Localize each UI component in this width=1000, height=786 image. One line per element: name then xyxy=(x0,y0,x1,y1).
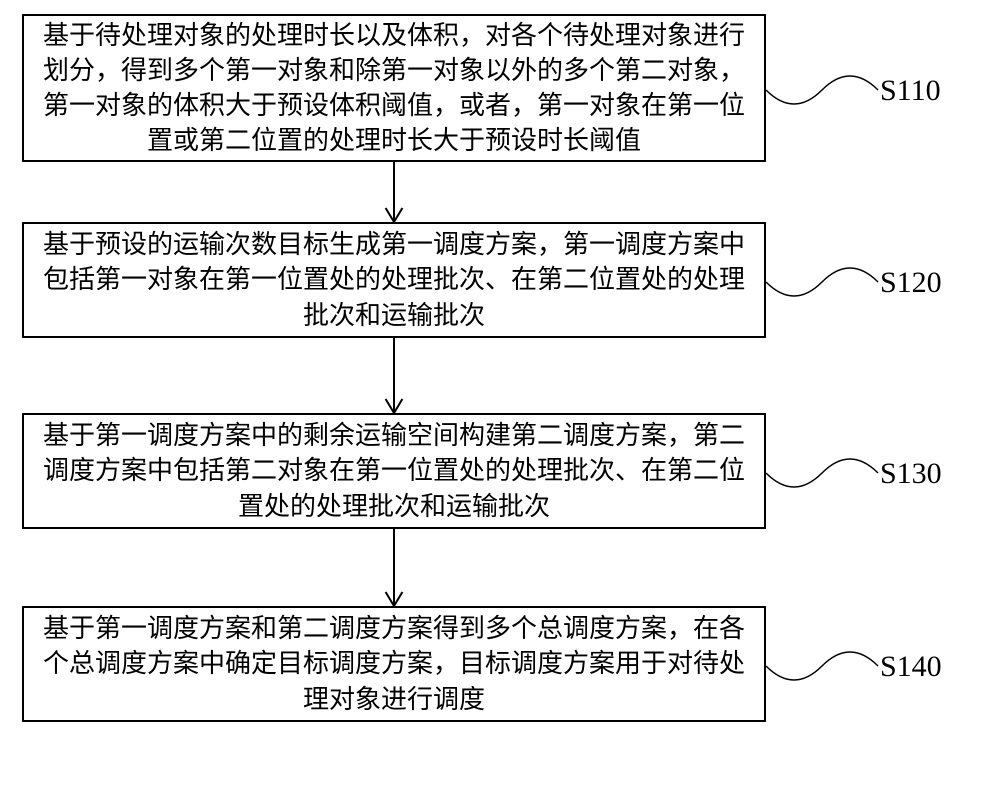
flow-step-s120-label: S120 xyxy=(880,266,942,300)
flow-step-s130: 基于第一调度方案中的剩余运输空间构建第二调度方案，第二调度方案中包括第二对象在第… xyxy=(22,413,766,529)
flow-step-s130-label: S130 xyxy=(880,457,942,491)
flow-step-s110: 基于待处理对象的处理时长以及体积，对各个待处理对象进行划分，得到多个第一对象和除… xyxy=(22,14,766,162)
flow-step-s120: 基于预设的运输次数目标生成第一调度方案，第一调度方案中包括第一对象在第一位置处的… xyxy=(22,222,766,338)
flow-step-s120-text: 基于预设的运输次数目标生成第一调度方案，第一调度方案中包括第一对象在第一位置处的… xyxy=(38,227,750,332)
flow-step-s140-text: 基于第一调度方案和第二调度方案得到多个总调度方案，在各个总调度方案中确定目标调度… xyxy=(38,611,750,716)
flow-step-s140: 基于第一调度方案和第二调度方案得到多个总调度方案，在各个总调度方案中确定目标调度… xyxy=(22,606,766,722)
flow-step-s110-label: S110 xyxy=(880,74,941,108)
flow-step-s110-text: 基于待处理对象的处理时长以及体积，对各个待处理对象进行划分，得到多个第一对象和除… xyxy=(38,18,750,158)
flow-step-s130-text: 基于第一调度方案中的剩余运输空间构建第二调度方案，第二调度方案中包括第二对象在第… xyxy=(38,418,750,523)
flow-step-s140-label: S140 xyxy=(880,650,942,684)
